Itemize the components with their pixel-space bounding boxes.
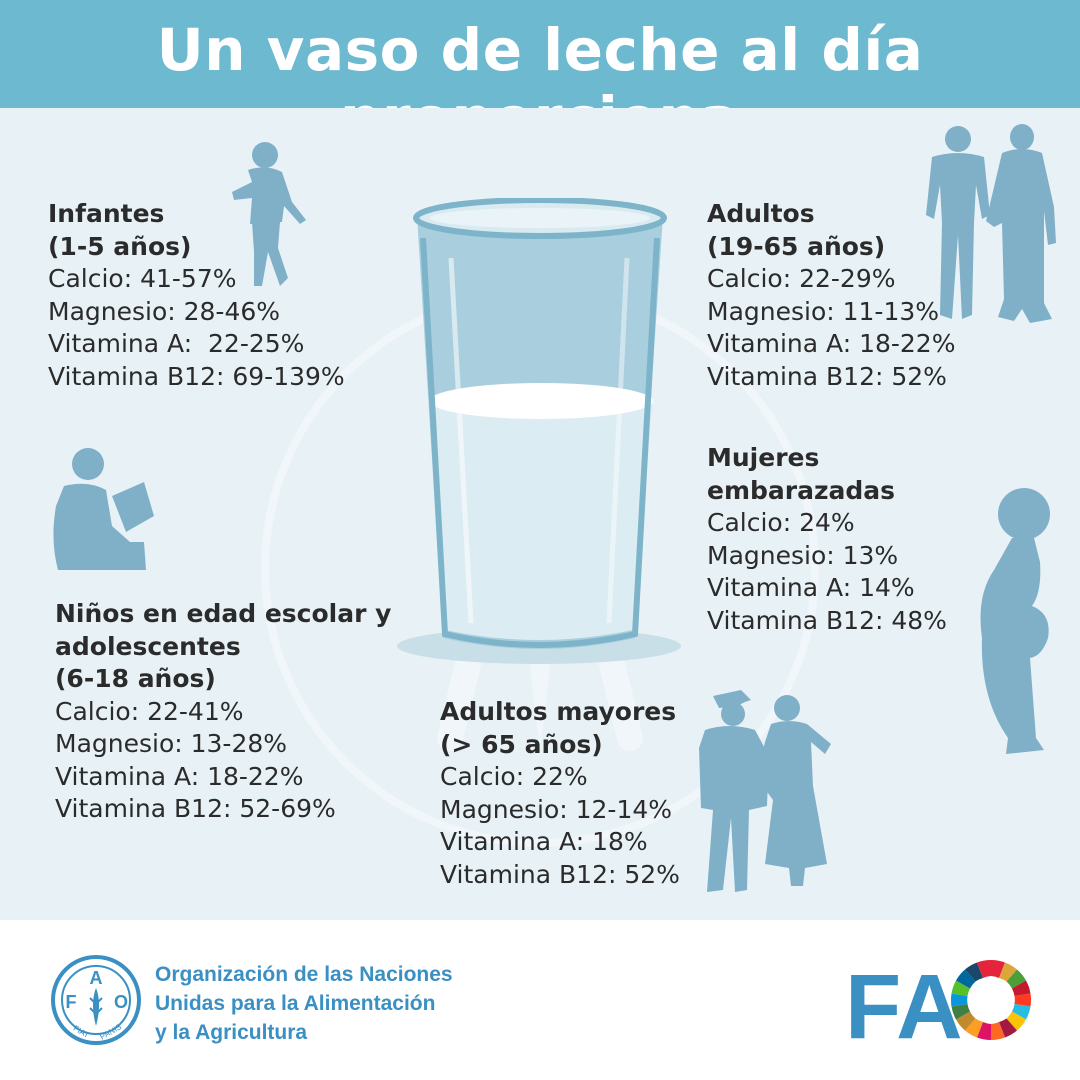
group-age-range: (1-5 años) bbox=[48, 231, 192, 261]
pregnant-woman-icon bbox=[980, 488, 1050, 754]
emblem-letter-f: F bbox=[66, 992, 77, 1012]
nutrient-vitamina-a: Vitamina A: 14% bbox=[707, 573, 915, 602]
child-running-icon bbox=[232, 142, 306, 286]
infographic-body: Infantes (1-5 años) Calcio: 41-57% Magne… bbox=[0, 108, 1080, 920]
group-title: Adultos mayores bbox=[440, 697, 677, 726]
nutrient-calcio: Calcio: 22-29% bbox=[707, 264, 896, 293]
emblem-letter-o: O bbox=[114, 992, 128, 1012]
group-title-cont: embarazadas bbox=[707, 475, 896, 505]
nutrient-magnesio: Magnesio: 28-46% bbox=[48, 296, 281, 326]
nutrient-calcio: Calcio: 22-41% bbox=[55, 696, 244, 726]
nutrient-vitamina-a: Vitamina A: 18-22% bbox=[55, 761, 304, 791]
org-name-line: y la Agricultura bbox=[155, 1021, 308, 1044]
header-wave-divider bbox=[0, 80, 1080, 106]
nutrient-vitamina-a: Vitamina A: 18% bbox=[440, 827, 648, 856]
nutrient-magnesio: Magnesio: 13% bbox=[707, 540, 899, 570]
group-title: Niños en edad escolar y bbox=[55, 599, 392, 628]
group-title-cont: adolescentes bbox=[55, 631, 241, 661]
child-reading-icon bbox=[53, 448, 154, 570]
sdg-wheel-icon bbox=[950, 959, 1032, 1041]
organization-name: Organización de las Naciones Unidas para… bbox=[155, 960, 453, 1047]
nutrient-calcio: Calcio: 41-57% bbox=[48, 264, 237, 293]
group-age-range: (> 65 años) bbox=[440, 729, 603, 759]
nutrient-vitamina-b12: Vitamina B12: 69-139% bbox=[48, 361, 345, 391]
nutrient-calcio: Calcio: 24% bbox=[707, 508, 855, 537]
nutrient-magnesio: Magnesio: 11-13% bbox=[707, 296, 940, 326]
group-title: Infantes bbox=[48, 199, 165, 228]
group-age-range: (6-18 años) bbox=[55, 664, 216, 693]
nutrient-calcio: Calcio: 22% bbox=[440, 762, 588, 791]
adult-couple-icon bbox=[926, 124, 1056, 323]
nutrient-vitamina-b12: Vitamina B12: 52-69% bbox=[55, 794, 336, 823]
nutrient-vitamina-a: Vitamina A: 18-22% bbox=[707, 329, 956, 358]
nutrient-magnesio: Magnesio: 12-14% bbox=[440, 794, 673, 824]
page-header: Un vaso de leche al día proporciona bbox=[0, 0, 1080, 152]
elderly-couple-icon bbox=[699, 690, 831, 892]
group-ninos-adolescentes: Niños en edad escolar y adolescentes (6-… bbox=[55, 598, 391, 826]
org-name-line: Unidas para la Alimentación bbox=[155, 992, 436, 1015]
nutrient-vitamina-b12: Vitamina B12: 52% bbox=[440, 859, 680, 889]
fao-brand-logo: FA bbox=[845, 958, 1032, 1048]
nutrient-vitamina-a: Vitamina A: 22-25% bbox=[48, 329, 305, 358]
group-title: Adultos bbox=[707, 199, 815, 228]
nutrient-magnesio: Magnesio: 13-28% bbox=[55, 729, 288, 758]
nutrient-vitamina-b12: Vitamina B12: 48% bbox=[707, 605, 947, 635]
fao-emblem-icon: A F O FIAT PANIS bbox=[51, 955, 141, 1045]
nutrient-vitamina-b12: Vitamina B12: 52% bbox=[707, 361, 947, 391]
emblem-letter-a: A bbox=[90, 968, 103, 988]
group-age-range: (19-65 años) bbox=[707, 231, 886, 261]
group-infantes: Infantes (1-5 años) Calcio: 41-57% Magne… bbox=[48, 198, 345, 393]
brand-letters: FA bbox=[845, 958, 963, 1048]
group-mujeres-embarazadas: Mujeres embarazadas Calcio: 24% Magnesio… bbox=[707, 442, 947, 637]
group-adultos: Adultos (19-65 años) Calcio: 22-29% Magn… bbox=[707, 198, 955, 393]
milk-glass-icon bbox=[397, 198, 681, 664]
page-footer: A F O FIAT PANIS Organización de las Nac… bbox=[0, 920, 1080, 1080]
org-name-line: Organización de las Naciones bbox=[155, 963, 453, 986]
group-title: Mujeres bbox=[707, 443, 820, 472]
group-adultos-mayores: Adultos mayores (> 65 años) Calcio: 22% … bbox=[440, 696, 680, 891]
